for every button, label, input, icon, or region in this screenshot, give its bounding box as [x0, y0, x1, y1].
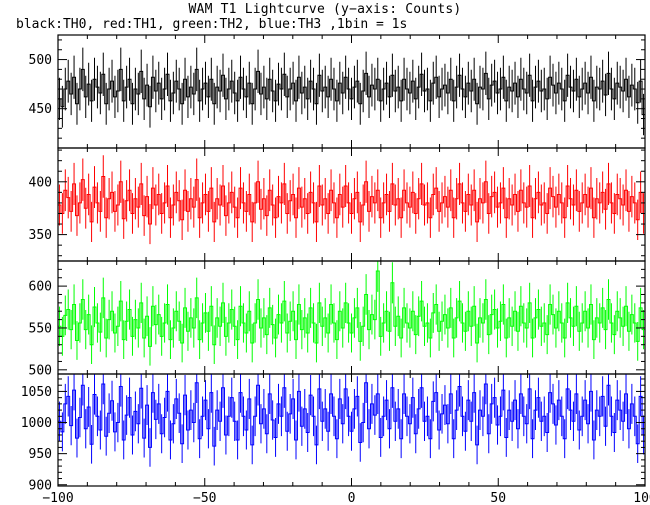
chart-subtitle: black:TH0, red:TH1, green:TH2, blue:TH3 … [16, 17, 408, 32]
error-bars-th1 [58, 155, 645, 245]
y-tick-label: 600 [29, 280, 52, 295]
x-tick-label: 50 [490, 491, 506, 505]
y-tick-label: 550 [29, 321, 52, 336]
series-th2 [58, 261, 645, 366]
histogram-line-th1 [58, 176, 645, 225]
y-tick-label: 350 [29, 228, 52, 243]
x-tick-label: 0 [348, 491, 356, 505]
y-tick-label: 950 [29, 447, 52, 462]
histogram-line-th3 [58, 382, 645, 448]
y-tick-label: 400 [29, 175, 52, 190]
y-tick-label: 1000 [21, 416, 52, 431]
x-tick-label: −100 [42, 491, 73, 505]
series-th0 [58, 47, 645, 136]
y-tick-label: 900 [29, 478, 52, 493]
error-bars-th0 [58, 47, 645, 136]
x-tick-label: −50 [193, 491, 216, 505]
y-tick-label: 500 [29, 53, 52, 68]
y-tick-label: 450 [29, 102, 52, 117]
series-th3 [58, 374, 645, 467]
chart-title: WAM T1 Lightcurve (y−axis: Counts) [188, 2, 462, 17]
y-tick-label: 1050 [21, 385, 52, 400]
series-th1 [58, 155, 645, 245]
histogram-line-th0 [58, 68, 645, 116]
histogram-line-th2 [58, 270, 645, 347]
y-tick-label: 500 [29, 363, 52, 378]
x-tick-label: 100 [633, 491, 650, 505]
